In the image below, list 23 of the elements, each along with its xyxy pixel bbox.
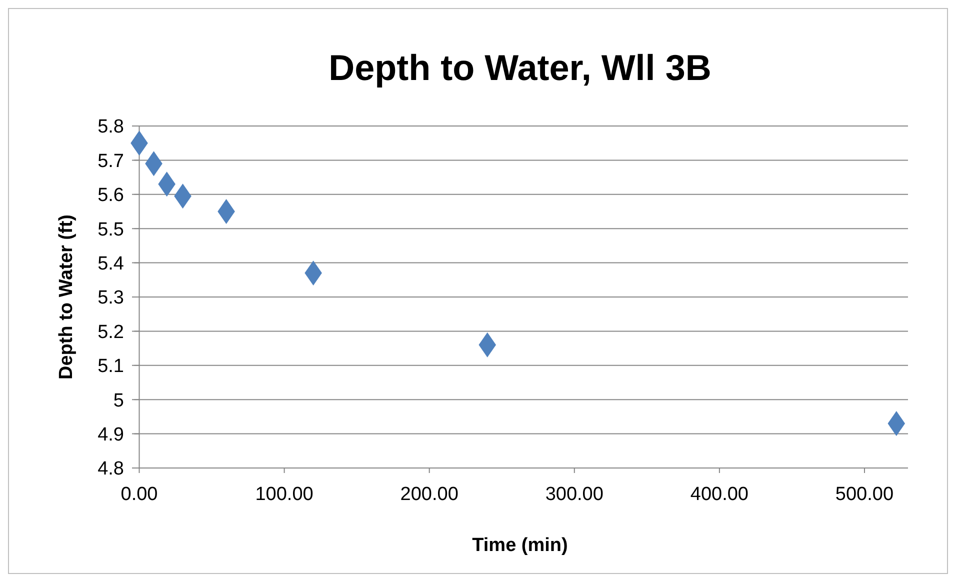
x-axis-title: Time (min) <box>472 535 568 556</box>
point <box>478 332 496 358</box>
y-tick-label: 5.5 <box>98 219 124 240</box>
y-tick-label: 5.2 <box>98 322 124 343</box>
y-tick-label: 4.8 <box>98 458 124 480</box>
y-axis-title: Depth to Water (ft) <box>56 214 77 380</box>
y-tick-label: 5.8 <box>98 116 124 138</box>
y-tick-label: 5 <box>113 390 124 412</box>
y-tick-label: 5.7 <box>98 150 124 172</box>
point <box>218 199 235 224</box>
y-tick-label: 5.6 <box>98 185 124 206</box>
x-tick-label: 400.00 <box>690 484 748 505</box>
x-tick-label: 100.00 <box>255 484 314 505</box>
y-tick-label: 4.9 <box>98 424 124 446</box>
x-tick-label: 500.00 <box>835 484 894 505</box>
x-tick-label: 0.00 <box>120 484 158 505</box>
x-tick-label: 200.00 <box>400 484 458 505</box>
y-tick-label: 5.1 <box>98 356 124 378</box>
chart-title: Depth to Water, Wll 3B <box>328 47 712 88</box>
y-tick-label: 5.3 <box>98 288 124 309</box>
y-tick-label: 5.4 <box>98 253 124 274</box>
point <box>888 411 906 436</box>
x-tick-label: 300.00 <box>545 484 604 505</box>
